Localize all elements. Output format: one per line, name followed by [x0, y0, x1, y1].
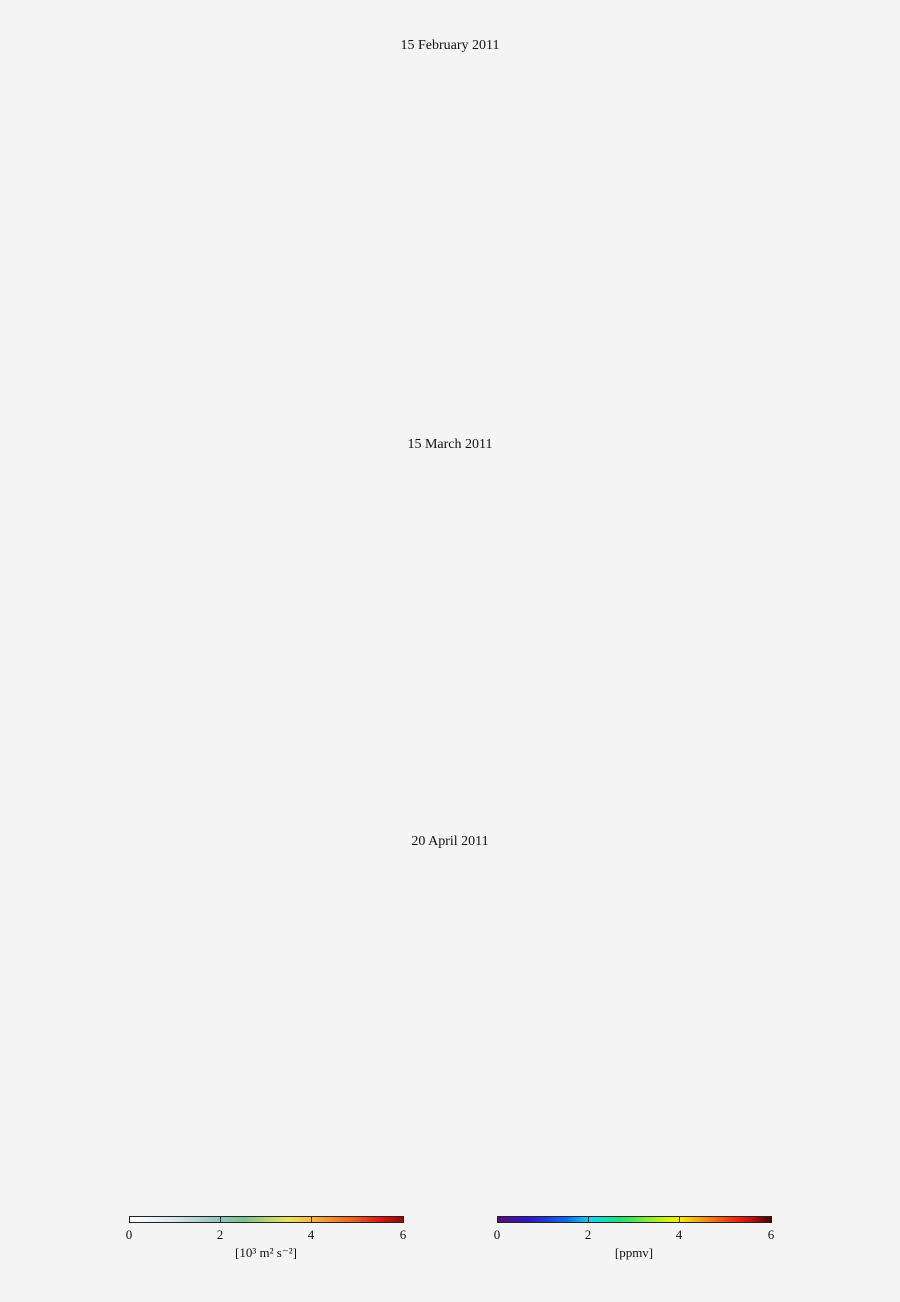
colorbar-left-gradient — [129, 1216, 404, 1223]
colorbar-right-unit: [ppmv] — [614, 1245, 654, 1260]
colorbar-right-gradient — [497, 1216, 772, 1223]
colorbar-left-tick-label: 6 — [399, 1227, 407, 1242]
colorbar-left-tick-label: 0 — [125, 1227, 133, 1242]
colorbar-right-tick-label: 6 — [767, 1227, 775, 1242]
colorbar-left-tick — [311, 1216, 312, 1223]
colorbar-right-tick-label: 2 — [584, 1227, 592, 1242]
colorbar-left-unit: [10³ m² s⁻²] — [235, 1245, 297, 1260]
colorbar-left-tick-label: 2 — [216, 1227, 224, 1242]
row-title-mar: 15 March 2011 — [407, 437, 493, 452]
colorbar-left-tick-label: 4 — [307, 1227, 315, 1242]
colorbar-right-tick-label: 0 — [493, 1227, 501, 1242]
row-title-feb: 15 February 2011 — [400, 38, 500, 53]
colorbar-right-tick — [679, 1216, 680, 1223]
row-title-apr: 20 April 2011 — [411, 834, 489, 849]
colorbar-right-tick-label: 4 — [675, 1227, 683, 1242]
colorbar-left: 0 2 4 6 [10³ m² s⁻²] — [125, 1216, 407, 1266]
colorbar-left-tick — [220, 1216, 221, 1223]
colorbar-right: 0 2 4 6 [ppmv] — [493, 1216, 775, 1266]
colorbar-right-tick — [588, 1216, 589, 1223]
